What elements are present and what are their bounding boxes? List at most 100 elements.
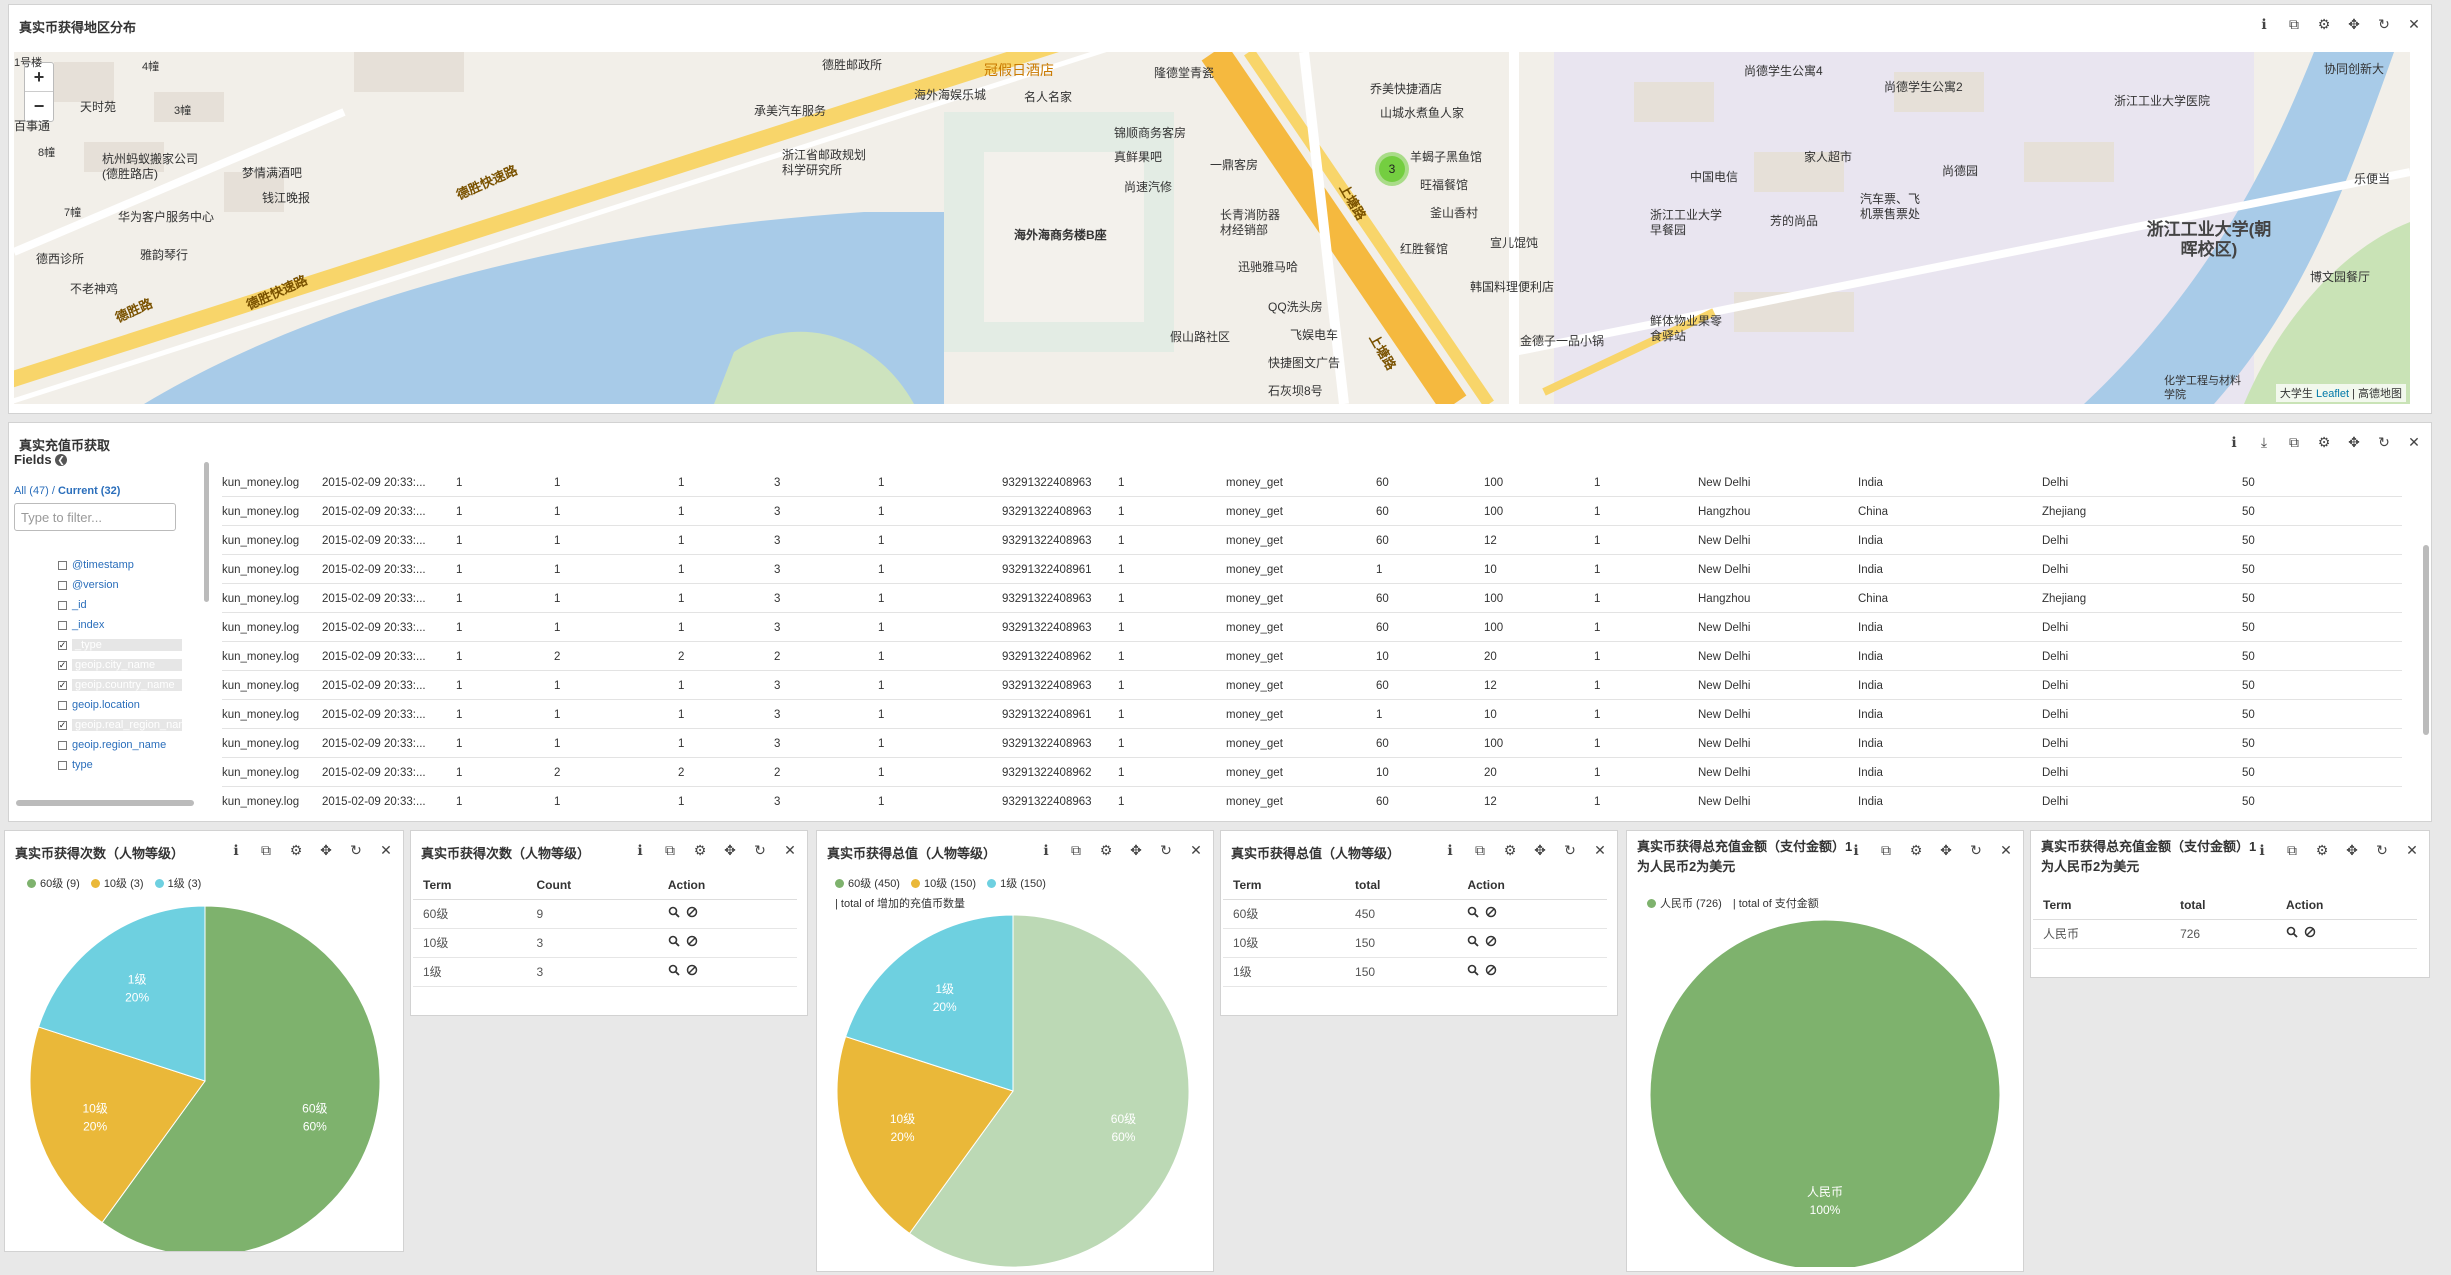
legend-item[interactable]: 60级 (450)	[835, 878, 900, 890]
gear-icon[interactable]: ⚙	[1909, 842, 1923, 858]
field-checkbox[interactable]	[58, 600, 67, 610]
refresh-icon[interactable]: ↻	[1970, 842, 1982, 858]
map-canvas[interactable]: + − 1号楼 4幢 天时苑 3幢 百事通 8幢 杭州蚂蚁搬家公司(德胜路店) …	[14, 52, 2410, 404]
field-checkbox[interactable]: ✓	[58, 639, 67, 650]
close-icon[interactable]: ✕	[2000, 842, 2012, 858]
close-icon[interactable]: ✕	[1594, 842, 1606, 858]
field-item[interactable]: _id	[58, 595, 204, 615]
refresh-icon[interactable]: ↻	[2378, 434, 2390, 450]
field-checkbox[interactable]: ✓	[58, 659, 67, 670]
search-icon[interactable]	[2286, 926, 2298, 938]
legend-item[interactable]: 60级 (9)	[27, 878, 80, 890]
table-row[interactable]: kun_money.log 2015-02-09 20:33:... 1 1 1 3 1 93…	[222, 729, 2402, 758]
exclude-icon[interactable]	[686, 935, 698, 947]
table-row[interactable]: kun_money.log 2015-02-09 20:33:... 1 1 1 3 1 93…	[222, 497, 2402, 526]
column-header[interactable]: Term	[2033, 891, 2171, 920]
gear-icon[interactable]: ⚙	[2317, 16, 2331, 32]
search-icon[interactable]	[668, 906, 680, 918]
info-icon[interactable]: ℹ	[2261, 16, 2267, 32]
pie-slice[interactable]	[29, 1026, 206, 1224]
table-row[interactable]: kun_money.log 2015-02-09 20:33:... 1 1 1 3 1 93…	[222, 584, 2402, 613]
exclude-icon[interactable]	[686, 906, 698, 918]
move-icon[interactable]: ✥	[320, 842, 332, 858]
duplicate-icon[interactable]: ⧉	[665, 842, 675, 858]
duplicate-icon[interactable]: ⧉	[261, 842, 271, 858]
info-icon[interactable]: ℹ	[2259, 842, 2265, 858]
field-checkbox[interactable]	[58, 560, 67, 570]
field-checkbox[interactable]: ✓	[58, 679, 67, 690]
table-row[interactable]: kun_money.log 2015-02-09 20:33:... 1 1 1 3 1 93…	[222, 787, 2402, 810]
horizontal-scrollbar[interactable]	[16, 800, 194, 806]
field-item[interactable]: ✓ geoip.city_name	[58, 655, 204, 675]
exclude-icon[interactable]	[1485, 964, 1497, 976]
field-item[interactable]: ✓ geoip.country_name	[58, 675, 204, 695]
duplicate-icon[interactable]: ⧉	[2289, 16, 2299, 32]
refresh-icon[interactable]: ↻	[1564, 842, 1576, 858]
duplicate-icon[interactable]: ⧉	[1475, 842, 1485, 858]
refresh-icon[interactable]: ↻	[2378, 16, 2390, 32]
fields-current-link[interactable]: Current (32)	[58, 485, 121, 497]
refresh-icon[interactable]: ↻	[1160, 842, 1172, 858]
pie-slice[interactable]	[908, 914, 1190, 1268]
field-filter-input[interactable]	[14, 503, 176, 531]
duplicate-icon[interactable]: ⧉	[2287, 842, 2297, 858]
column-header[interactable]: Term	[413, 871, 527, 900]
column-header[interactable]: Count	[526, 871, 658, 900]
log-scrollbar[interactable]	[2423, 545, 2429, 735]
gear-icon[interactable]: ⚙	[693, 842, 707, 858]
leaflet-link[interactable]: Leaflet	[2315, 388, 2350, 400]
table-row[interactable]: kun_money.log 2015-02-09 20:33:... 1 2 2 2 1 93…	[222, 642, 2402, 671]
column-header[interactable]: Action	[1457, 871, 1607, 900]
move-icon[interactable]: ✥	[2346, 842, 2358, 858]
column-header[interactable]: Action	[2276, 891, 2417, 920]
legend-item[interactable]: 10级 (150)	[911, 878, 976, 890]
duplicate-icon[interactable]: ⧉	[2289, 434, 2299, 450]
info-icon[interactable]: ℹ	[1447, 842, 1453, 858]
duplicate-icon[interactable]: ⧉	[1071, 842, 1081, 858]
column-header[interactable]: total	[2170, 891, 2277, 920]
table-row[interactable]: kun_money.log 2015-02-09 20:33:... 1 1 1 3 1 93…	[222, 555, 2402, 584]
gear-icon[interactable]: ⚙	[289, 842, 303, 858]
field-checkbox[interactable]	[58, 700, 67, 710]
field-item[interactable]: geoip.region_name	[58, 735, 204, 755]
table-row[interactable]: kun_money.log 2015-02-09 20:33:... 1 1 1 3 1 93…	[222, 700, 2402, 729]
move-icon[interactable]: ✥	[1940, 842, 1952, 858]
column-header[interactable]: Term	[1223, 871, 1346, 900]
exclude-icon[interactable]	[2304, 926, 2316, 938]
pie-slice[interactable]	[836, 1035, 1014, 1235]
close-icon[interactable]: ✕	[784, 842, 796, 858]
legend-item[interactable]: 1级 (3)	[154, 878, 201, 890]
move-icon[interactable]: ✥	[2348, 434, 2360, 450]
legend-item[interactable]: 人民币 (726)	[1647, 898, 1722, 910]
refresh-icon[interactable]: ↻	[350, 842, 362, 858]
marker-cluster[interactable]: 3	[1375, 152, 1409, 186]
field-item[interactable]: geoip.location	[58, 695, 204, 715]
table-row[interactable]: kun_money.log 2015-02-09 20:33:... 1 1 1 3 1 93…	[222, 613, 2402, 642]
move-icon[interactable]: ✥	[1130, 842, 1142, 858]
pie-slice[interactable]	[37, 905, 206, 1082]
info-icon[interactable]: ℹ	[1043, 842, 1049, 858]
field-item[interactable]: @version	[58, 575, 204, 595]
table-row[interactable]: kun_money.log 2015-02-09 20:33:... 1 1 1 3 1 93…	[222, 468, 2402, 497]
field-checkbox[interactable]	[58, 580, 67, 590]
refresh-icon[interactable]: ↻	[2376, 842, 2388, 858]
field-item[interactable]: _index	[58, 615, 204, 635]
field-checkbox[interactable]	[58, 620, 67, 630]
pie-slice[interactable]	[844, 914, 1014, 1092]
field-item[interactable]: type	[58, 755, 204, 775]
close-icon[interactable]: ✕	[2408, 434, 2420, 450]
close-icon[interactable]: ✕	[380, 842, 392, 858]
info-icon[interactable]: ℹ	[2231, 434, 2237, 450]
field-checkbox[interactable]	[58, 740, 67, 750]
gear-icon[interactable]: ⚙	[2317, 434, 2331, 450]
info-icon[interactable]: ℹ	[1853, 842, 1859, 858]
exclude-icon[interactable]	[686, 964, 698, 976]
search-icon[interactable]	[668, 964, 680, 976]
table-row[interactable]: kun_money.log 2015-02-09 20:33:... 1 1 1 3 1 93…	[222, 526, 2402, 555]
column-header[interactable]: total	[1345, 871, 1458, 900]
field-item[interactable]: ✓ _type	[58, 635, 204, 655]
search-icon[interactable]	[1467, 964, 1480, 976]
download-icon[interactable]: ⤓	[2260, 434, 2268, 450]
fields-help-icon[interactable]: ❮	[55, 454, 68, 466]
gear-icon[interactable]: ⚙	[1099, 842, 1113, 858]
